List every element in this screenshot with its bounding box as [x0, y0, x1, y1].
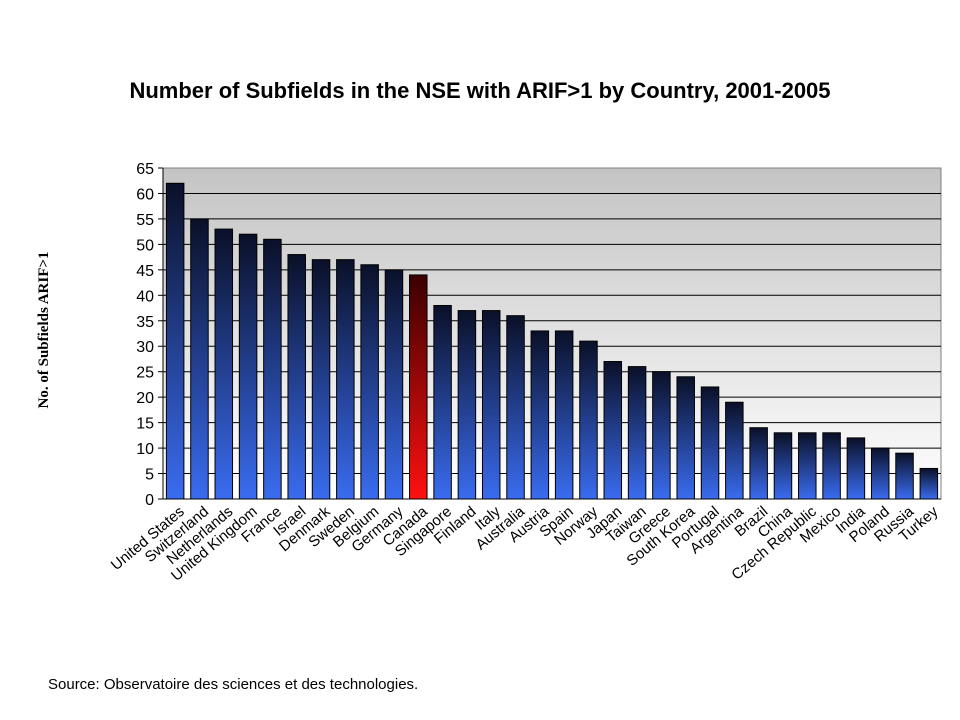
bar-sweden [336, 259, 355, 500]
bars [165, 182, 939, 500]
bar-czech-republic [798, 432, 817, 500]
bar-brazil [749, 427, 768, 500]
bar-united-states [165, 182, 185, 500]
bar-finland [457, 310, 477, 500]
x-axis-labels: United StatesSwitzerlandNetherlandsUnite… [108, 503, 942, 585]
bar-united-kingdom [238, 233, 258, 500]
bar-israel [287, 254, 306, 500]
bar-italy [481, 310, 501, 500]
y-tick-label: 50 [136, 237, 154, 254]
y-tick-label: 65 [136, 161, 154, 178]
bar-austria [530, 330, 550, 500]
bar-france [263, 238, 282, 500]
bar-turkey [919, 467, 939, 500]
bar-singapore [433, 304, 452, 500]
source-note: Source: Observatoire des sciences et des… [48, 676, 419, 693]
bar-argentina [725, 401, 744, 500]
y-tick-label: 15 [136, 416, 154, 433]
bar-greece [652, 371, 671, 500]
bar-spain [554, 330, 574, 500]
bar-south-korea [676, 376, 695, 500]
bar-portugal [700, 386, 720, 500]
chart-title: Number of Subfields in the NSE with ARIF… [129, 78, 831, 103]
y-tick-label: 20 [136, 390, 154, 407]
y-tick-label: 25 [136, 365, 154, 382]
y-tick-label: 60 [136, 186, 154, 203]
y-axis-ticks: 0 5 10 15 20 25 30 35 40 45 50 55 60 65 [136, 161, 163, 509]
y-tick-label: 5 [145, 467, 154, 484]
y-tick-label: 10 [136, 441, 154, 458]
bar-poland [870, 447, 890, 500]
bar-switzerland [190, 218, 209, 500]
bar-germany [384, 269, 404, 500]
bar-china [773, 432, 793, 500]
y-tick-label: 45 [136, 263, 154, 280]
bar-taiwan [627, 366, 647, 500]
bar-denmark [311, 259, 331, 500]
y-tick-label: 35 [136, 314, 154, 331]
y-tick-label: 55 [136, 212, 154, 229]
bar-canada [409, 274, 428, 500]
y-tick-label: 30 [136, 339, 154, 356]
bar-norway [579, 340, 598, 500]
bar-netherlands [214, 228, 234, 500]
bar-mexico [822, 432, 841, 500]
y-tick-label: 40 [136, 288, 154, 305]
bar-australia [506, 315, 525, 500]
bar-japan [603, 361, 623, 500]
bar-india [846, 437, 866, 500]
bar-russia [895, 452, 914, 500]
bar-belgium [360, 264, 379, 500]
y-tick-label: 0 [145, 492, 154, 509]
